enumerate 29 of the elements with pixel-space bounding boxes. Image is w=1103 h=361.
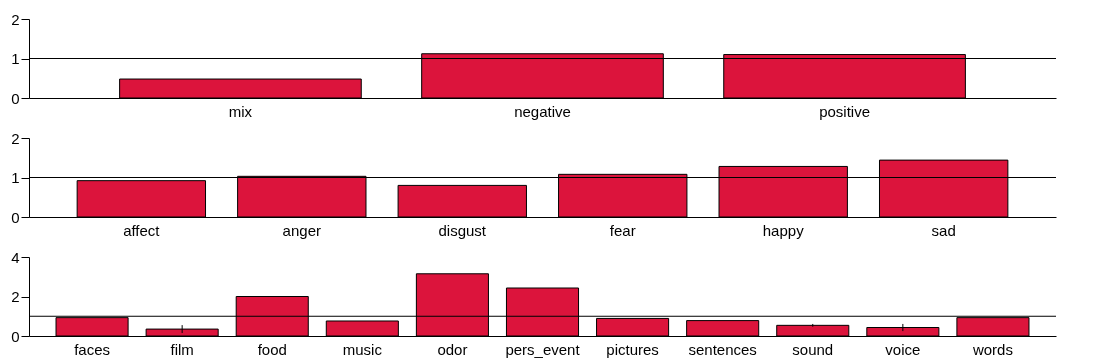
y-tick-label: 0 (11, 89, 20, 107)
x-tick-label: sad (931, 221, 956, 239)
y-tick-label: 2 (11, 129, 20, 147)
x-tick-label: sentences (688, 340, 757, 358)
x-tick-label: words (971, 340, 1013, 358)
x-tick-label: sound (792, 340, 834, 358)
x-tick-label: pers_event (505, 340, 581, 358)
y-tick-label: 2 (11, 10, 20, 28)
x-tick-label: positive (819, 102, 870, 120)
x-tick-label: affect (123, 221, 161, 239)
x-tick-label: faces (74, 340, 110, 358)
x-tick-label: film (170, 340, 194, 358)
y-tick-label: 0 (11, 327, 20, 345)
y-tick-label: 1 (11, 50, 20, 67)
x-tick-label: voice (885, 340, 921, 358)
x-tick-label: happy (762, 221, 805, 239)
x-tick-label: odor (437, 340, 468, 358)
x-tick-label: disgust (438, 221, 487, 239)
x-tick-label: food (257, 340, 287, 358)
x-tick-label: fear (609, 221, 636, 239)
y-tick-label: 1 (11, 169, 20, 186)
y-tick-label: 0 (11, 208, 20, 226)
x-tick-label: pictures (606, 340, 659, 358)
x-tick-label: anger (282, 221, 321, 239)
x-tick-label: negative (514, 102, 571, 120)
x-tick-label: music (342, 340, 383, 358)
y-tick-label: 2 (11, 288, 20, 305)
x-tick-label: mix (228, 102, 253, 120)
y-tick-label: 4 (11, 248, 20, 266)
